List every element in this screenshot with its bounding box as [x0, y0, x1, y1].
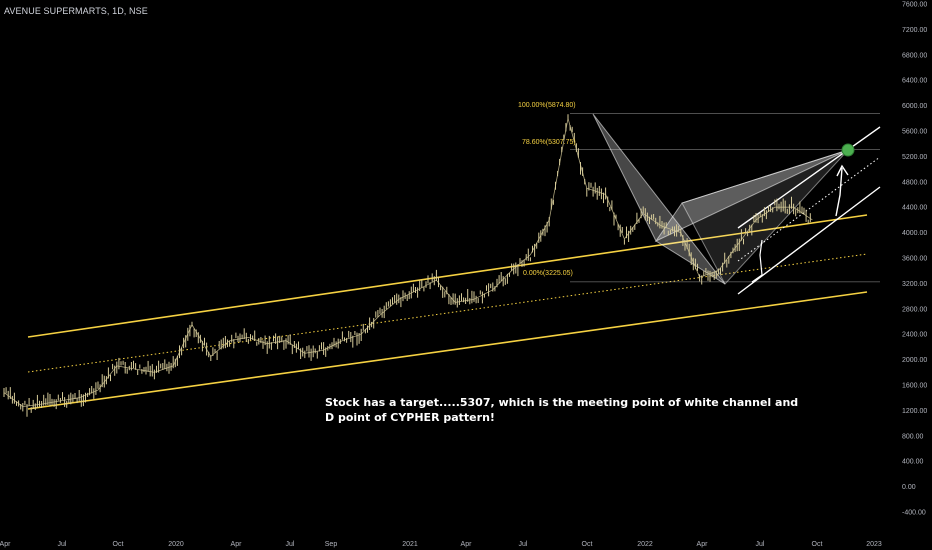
y-tick-label: 3600.00 [902, 256, 927, 263]
yellow-channel-upper [27, 214, 868, 338]
arrow-up-left [751, 239, 763, 283]
y-tick-label: 3200.00 [902, 281, 927, 288]
x-tick-label: Sep [325, 541, 338, 548]
y-tick-label: -400.00 [902, 510, 926, 517]
fibonacci-levels [570, 113, 880, 283]
price-line [3, 118, 813, 408]
y-tick-label: 1200.00 [902, 408, 927, 415]
x-axis: Apr Jul Oct 2020 Apr Jul Sep 2021 Apr Jul Oct 2022 A… [0, 541, 882, 548]
white-channel-upper [737, 126, 881, 229]
y-tick-label: 7200.00 [902, 27, 927, 34]
cypher-pattern [592, 113, 850, 285]
y-tick-label: 1600.00 [902, 383, 927, 390]
y-tick-label: 4800.00 [902, 179, 927, 186]
x-tick-label: Apr [0, 541, 11, 548]
yellow-channel [27, 214, 868, 410]
y-tick-label: 6400.00 [902, 78, 927, 85]
fib-label-786: 78.60%(5307.75) [522, 139, 576, 146]
target-marks [751, 143, 855, 283]
y-tick-label: 4400.00 [902, 205, 927, 212]
x-tick-label: Apr [231, 541, 243, 548]
x-tick-label: Apr [697, 541, 709, 548]
y-tick-label: 2400.00 [902, 332, 927, 339]
cypher-xcd-triangle [681, 148, 850, 285]
x-tick-label: 2022 [637, 541, 653, 548]
x-tick-label: 2020 [168, 541, 184, 548]
annotation-text: Stock has a target.....5307, which is th… [325, 396, 799, 424]
x-tick-label: Oct [113, 541, 124, 548]
target-point-d [841, 143, 855, 157]
x-tick-label: Jul [286, 541, 295, 548]
arrow-up-right [835, 167, 843, 217]
x-tick-label: 2023 [866, 541, 882, 548]
y-tick-label: 4000.00 [902, 230, 927, 237]
y-tick-label: 6000.00 [902, 103, 927, 110]
x-tick-label: Jul [519, 541, 528, 548]
x-tick-label: 2021 [402, 541, 418, 548]
yellow-channel-lower [27, 291, 868, 410]
yellow-channel-mid [27, 253, 868, 373]
y-tick-label: 400.00 [902, 459, 924, 466]
x-tick-label: Oct [812, 541, 823, 548]
arrow-head [836, 164, 849, 177]
x-tick-label: Oct [582, 541, 593, 548]
fib-label-0: 0.00%(3225.05) [523, 270, 573, 277]
y-tick-label: 2800.00 [902, 306, 927, 313]
fib-label-100: 100.00%(5874.80) [518, 102, 576, 109]
x-tick-label: Apr [461, 541, 473, 548]
y-tick-label: 0.00 [902, 484, 916, 491]
y-tick-label: 5600.00 [902, 129, 927, 136]
cypher-bcd-triangle [654, 149, 849, 243]
y-tick-label: 6800.00 [902, 52, 927, 59]
y-tick-label: 2000.00 [902, 357, 927, 364]
price-series [3, 114, 813, 417]
white-channel-lower [737, 186, 881, 295]
y-tick-label: 7600.00 [902, 2, 927, 9]
chart-title: AVENUE SUPERMARTS, 1D, NSE [4, 6, 148, 16]
y-tick-label: 5200.00 [902, 154, 927, 161]
y-tick-label: 800.00 [902, 433, 924, 440]
cypher-xab-triangle [592, 113, 726, 285]
y-axis: 7600.00 7200.00 6800.00 6400.00 6000.00 5600.… [902, 2, 927, 517]
x-tick-label: Jul [58, 541, 67, 548]
x-tick-label: Jul [756, 541, 765, 548]
